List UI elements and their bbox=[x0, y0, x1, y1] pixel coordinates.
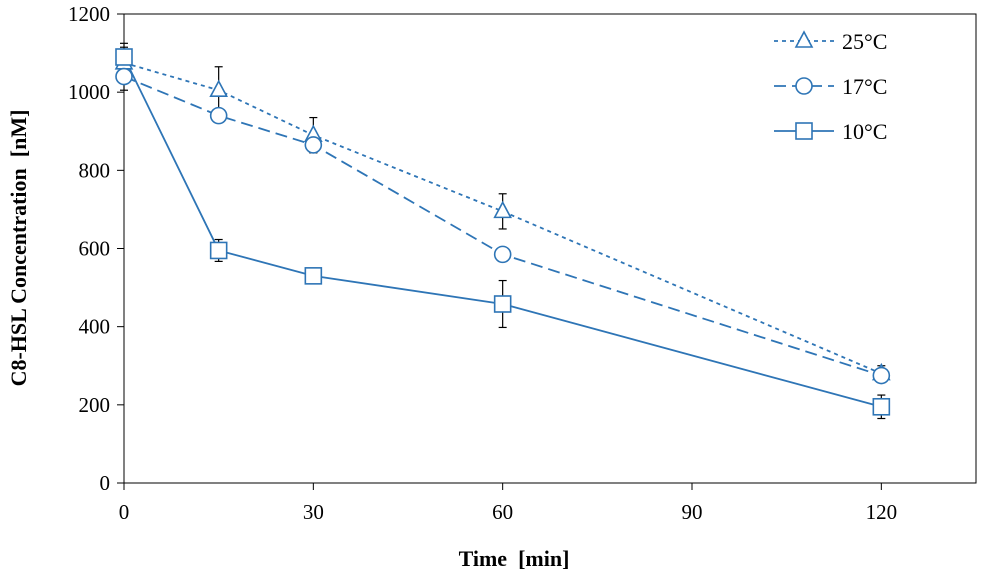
data-point bbox=[493, 295, 512, 313]
data-point bbox=[209, 106, 228, 125]
x-tick-label: 0 bbox=[119, 500, 130, 524]
legend-item: 17°C bbox=[774, 74, 887, 99]
x-tick-label: 90 bbox=[682, 500, 703, 524]
markers-2 bbox=[115, 48, 891, 416]
x-tick-label: 120 bbox=[866, 500, 898, 524]
legend-marker bbox=[795, 122, 813, 140]
y-tick-label: 1200 bbox=[68, 2, 110, 26]
series-2 bbox=[123, 56, 882, 408]
x-tick-label: 30 bbox=[303, 500, 324, 524]
legend-item: 10°C bbox=[774, 119, 887, 144]
y-tick-label: 200 bbox=[79, 393, 111, 417]
x-axis: 0 30 60 90 120 bbox=[119, 483, 897, 524]
x-axis-title: Time [min] bbox=[459, 546, 570, 571]
y-tick-label: 0 bbox=[100, 471, 111, 495]
series-line bbox=[123, 56, 882, 408]
data-point bbox=[115, 48, 133, 66]
y-axis: 0 200 400 600 800 1000 1200 bbox=[68, 2, 124, 495]
data-point bbox=[493, 200, 512, 219]
data-point bbox=[872, 397, 891, 416]
data-point bbox=[304, 136, 323, 154]
y-tick-label: 400 bbox=[79, 315, 111, 339]
data-point bbox=[304, 267, 323, 285]
data-point bbox=[209, 241, 228, 260]
markers-1 bbox=[115, 67, 891, 385]
x-tick-label: 60 bbox=[492, 500, 513, 524]
error-bars-2 bbox=[120, 42, 886, 420]
markers-0 bbox=[114, 52, 891, 381]
data-point bbox=[115, 67, 133, 86]
data-point bbox=[872, 366, 891, 385]
data-point bbox=[493, 245, 512, 264]
y-tick-label: 1000 bbox=[68, 80, 110, 104]
data-point bbox=[209, 79, 229, 98]
y-tick-label: 600 bbox=[79, 237, 111, 261]
y-tick-label: 800 bbox=[79, 158, 111, 182]
series-layer bbox=[114, 42, 891, 420]
legend-label: 25°C bbox=[842, 29, 887, 54]
legend-marker bbox=[795, 77, 813, 95]
legend: 25°C 17°C 10°C bbox=[774, 29, 887, 144]
legend-label: 10°C bbox=[842, 119, 887, 144]
y-axis-title: C8-HSL Concentration [nM] bbox=[6, 110, 31, 387]
legend-item: 25°C bbox=[774, 29, 887, 54]
legend-label: 17°C bbox=[842, 74, 887, 99]
legend-marker bbox=[794, 30, 814, 48]
